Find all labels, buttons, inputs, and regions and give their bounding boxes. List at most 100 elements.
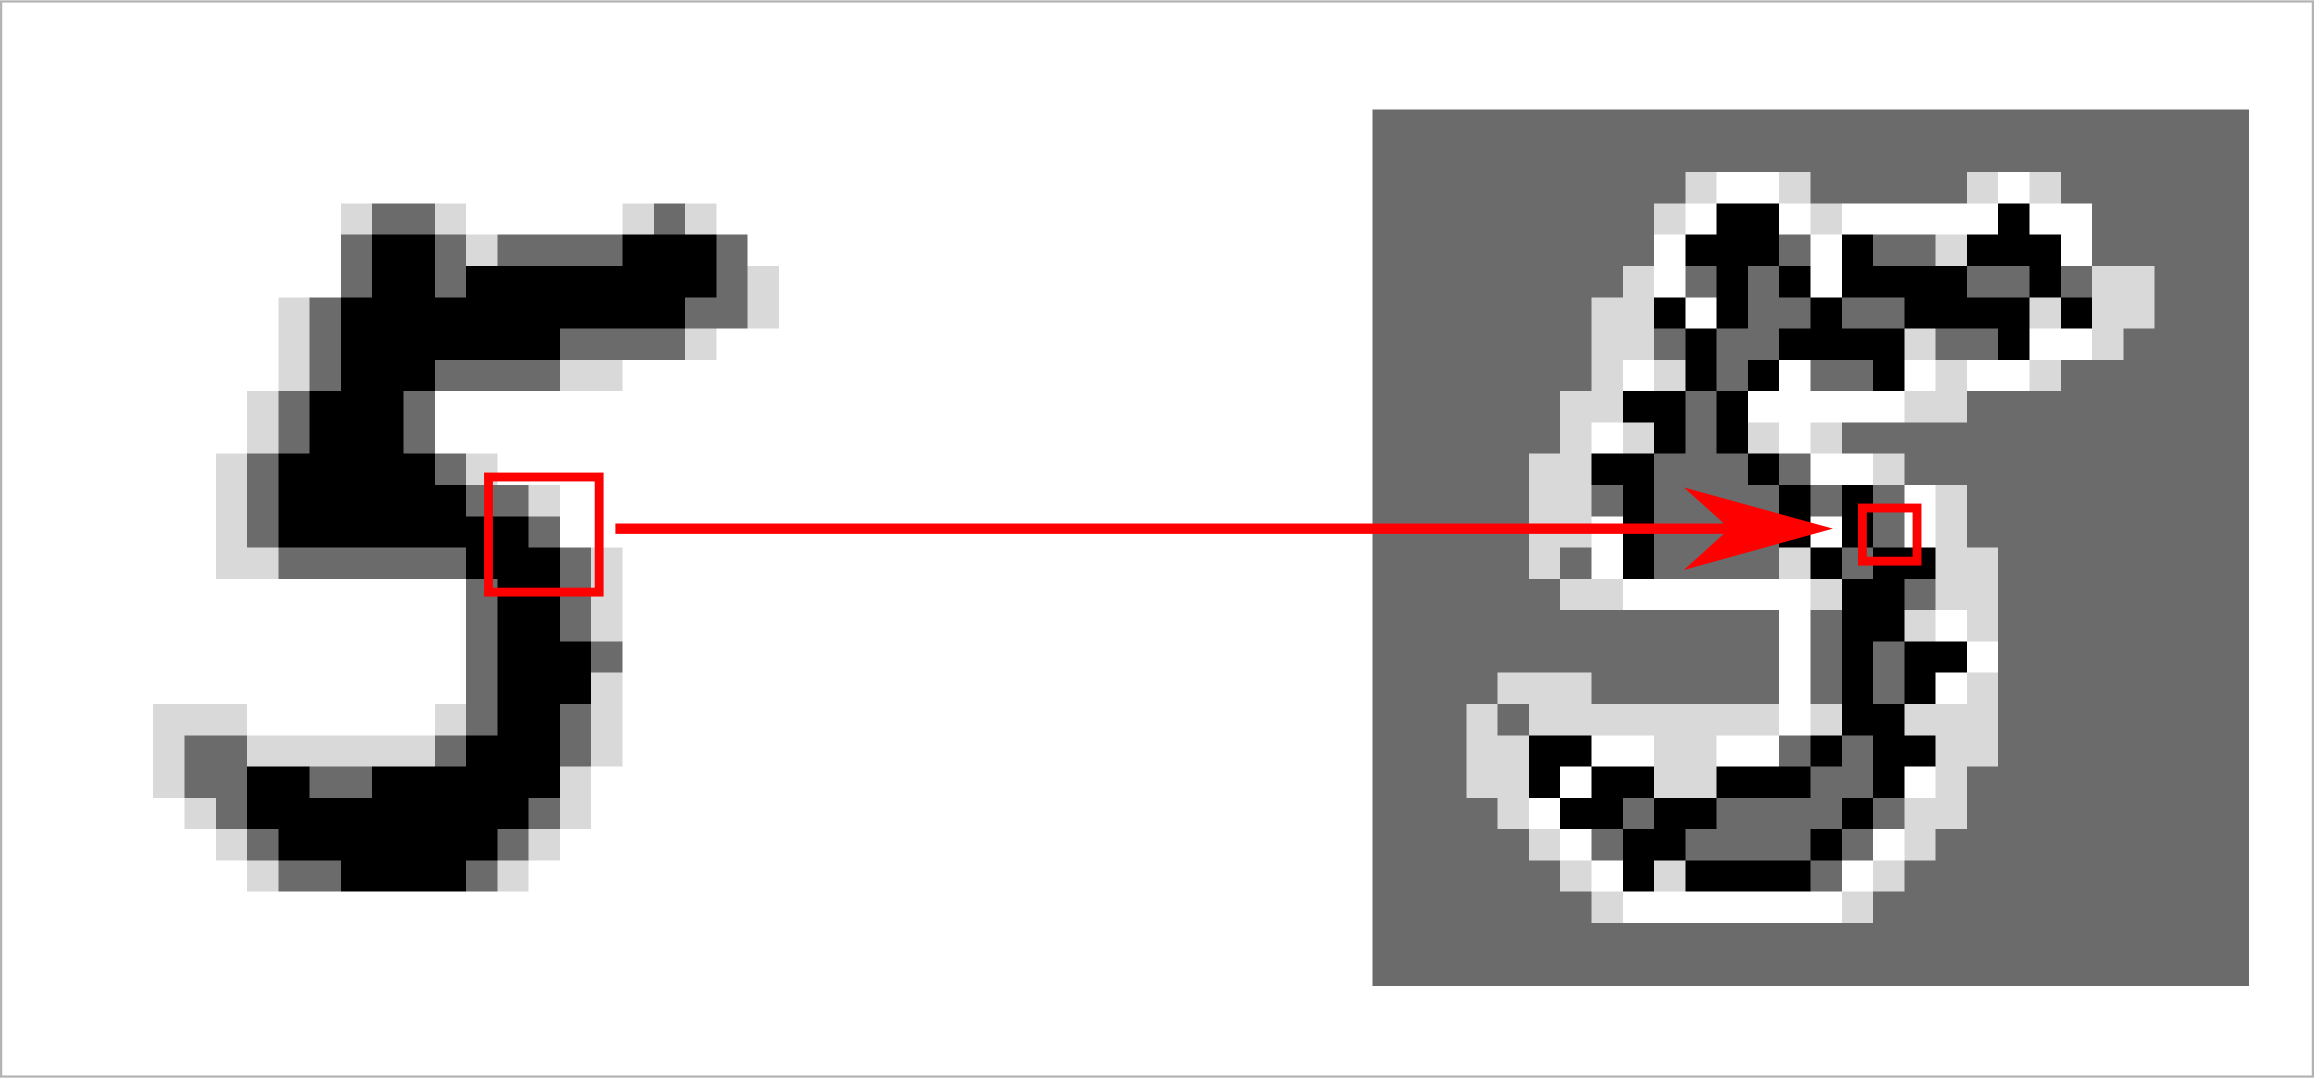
output-image <box>1372 109 2250 987</box>
pixel-run <box>2092 297 2156 330</box>
pixel-run <box>1810 703 1843 736</box>
pixel-run <box>1873 453 1905 486</box>
pixel-run <box>1904 297 2031 330</box>
pixel-run <box>1998 703 2250 736</box>
pixel-run <box>1810 672 1843 705</box>
pixel-run <box>1935 328 1999 361</box>
pixel-run <box>1873 766 1905 799</box>
pixel-run <box>1779 703 1812 736</box>
pixel-run <box>497 672 592 705</box>
pixel-run <box>1716 328 1780 361</box>
pixel-run <box>28 797 186 830</box>
pixel-run <box>1654 297 1686 330</box>
pixel-run <box>28 234 342 267</box>
pixel-run <box>747 265 780 298</box>
pixel-run <box>278 860 342 893</box>
pixel-run <box>466 641 498 674</box>
pixel-run <box>1372 954 2250 987</box>
pixel-run <box>1904 672 1937 705</box>
pixel-run <box>28 140 905 173</box>
pixel-run <box>28 735 154 768</box>
pixel-run <box>278 484 467 517</box>
pixel-run <box>591 797 905 830</box>
pixel-run <box>1841 735 1874 768</box>
pixel-run <box>1873 359 1905 392</box>
pixel-run <box>559 610 592 643</box>
pixel-run <box>622 703 905 736</box>
pixel-run <box>622 359 905 392</box>
pixel-run <box>1966 172 1999 205</box>
pixel-run <box>1810 547 1843 580</box>
pixel-run <box>1779 735 1812 768</box>
pixel-run <box>1654 766 1718 799</box>
pixel-run <box>434 735 467 768</box>
pixel-run <box>559 359 624 392</box>
pixel-run <box>1935 610 1968 643</box>
pixel-run <box>1716 359 1749 392</box>
pixel-run <box>1372 328 1593 361</box>
pixel-run <box>1779 672 1812 705</box>
pixel-run <box>2092 234 2250 267</box>
pixel-run <box>1466 735 1530 768</box>
pixel-run <box>1716 422 1749 455</box>
pixel-run <box>1810 641 1843 674</box>
pixel-run <box>747 297 780 330</box>
pixel-run <box>278 297 311 330</box>
pixel-run <box>28 328 279 361</box>
pixel-run <box>1810 203 1843 236</box>
pixel-run <box>622 203 655 236</box>
pixel-run <box>1810 735 1843 768</box>
pixel-run <box>1904 860 2250 893</box>
pixel-run <box>497 234 624 267</box>
pixel-run <box>1779 422 1812 455</box>
pixel-run <box>28 391 248 424</box>
pixel-run <box>1779 265 1812 298</box>
pixel-run <box>1966 672 1999 705</box>
pixel-run <box>1372 359 1593 392</box>
pixel-run <box>1685 328 1718 361</box>
pixel-run <box>1810 453 1874 486</box>
pixel-run <box>1810 422 1843 455</box>
pixel-run <box>1591 672 1780 705</box>
pixel-run <box>1685 391 1718 424</box>
pixel-run <box>653 203 686 236</box>
pixel-run <box>28 578 467 611</box>
pixel-run <box>1716 172 1780 205</box>
pixel-run <box>1591 359 1624 392</box>
pixel-run <box>247 766 311 799</box>
pixel-run <box>1904 766 1937 799</box>
pixel-run <box>1873 672 1905 705</box>
pixel-run <box>434 203 467 236</box>
pixel-run <box>1654 735 1718 768</box>
pixel-run <box>403 422 436 455</box>
pixel-run <box>1372 297 1593 330</box>
pixel-run <box>591 766 905 799</box>
pixel-run <box>1622 422 1655 455</box>
pixel-run <box>28 297 279 330</box>
pixel-run <box>466 547 561 580</box>
pixel-run <box>28 453 217 486</box>
pixel-run <box>278 453 436 486</box>
pixel-run <box>1560 797 1624 830</box>
pixel-run <box>1904 703 1999 736</box>
pixel-run <box>1654 265 1686 298</box>
pixel-run <box>591 610 624 643</box>
pixel-run <box>1841 297 1905 330</box>
pixel-run <box>1779 328 1905 361</box>
pixel-run <box>340 297 686 330</box>
pixel-run <box>309 359 342 392</box>
pixel-run <box>1716 735 1780 768</box>
pixel-run <box>466 265 717 298</box>
pixel-run <box>1560 860 1593 893</box>
pixel-run <box>1654 422 1686 455</box>
pixel-run <box>1904 641 1968 674</box>
pixel-run <box>2060 265 2093 298</box>
arrow-head <box>1683 487 1833 570</box>
pixel-run <box>28 672 467 705</box>
pixel-run <box>1747 297 1812 330</box>
pixel-run <box>1904 453 2250 486</box>
pixel-run <box>2123 328 2250 361</box>
pixel-run <box>247 516 279 549</box>
pixel-run <box>1372 234 1655 267</box>
pixel-run <box>1935 766 1968 799</box>
